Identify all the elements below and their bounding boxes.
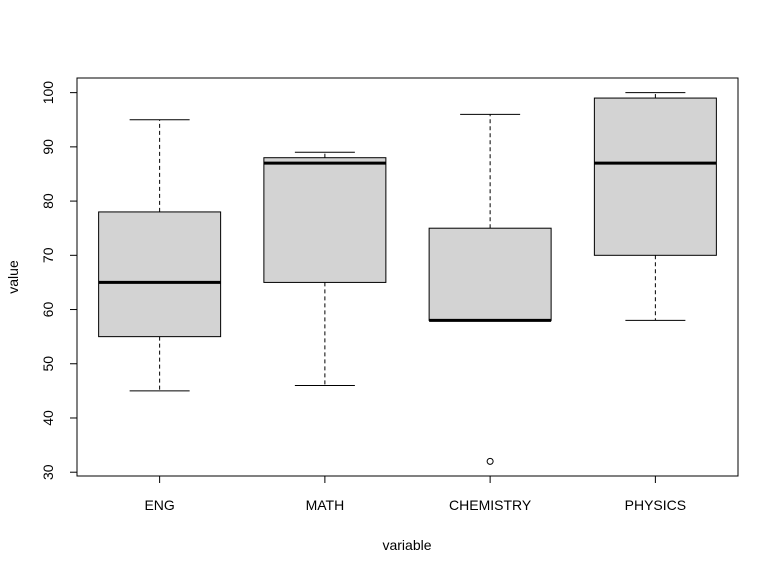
- x-tick-label: PHYSICS: [625, 497, 686, 513]
- x-tick-label: MATH: [306, 497, 345, 513]
- y-tick-label: 50: [40, 356, 56, 372]
- y-tick-label: 80: [40, 193, 56, 209]
- y-tick-label: 30: [40, 464, 56, 480]
- outlier-point: [486, 457, 494, 465]
- x-tick-label: ENG: [144, 497, 174, 513]
- y-axis: 30 40 50 60 70 80 90 100: [40, 81, 78, 480]
- y-tick-label: 60: [40, 302, 56, 318]
- box-group-math: [263, 151, 387, 386]
- y-axis-label: value: [5, 260, 21, 294]
- y-tick-label: 70: [40, 247, 56, 263]
- y-tick-label: 90: [40, 139, 56, 155]
- box-iqr: [263, 157, 387, 283]
- y-tick-label: 40: [40, 410, 56, 426]
- x-axis-label: variable: [382, 537, 431, 553]
- box-group-eng: [98, 119, 222, 392]
- box-iqr: [593, 97, 717, 256]
- box-iqr: [428, 227, 552, 321]
- x-tick-label: CHEMISTRY: [449, 497, 532, 513]
- box-group-physics: [593, 92, 717, 321]
- box-group-chemistry: [428, 113, 552, 465]
- box-iqr: [98, 211, 222, 338]
- y-tick-label: 100: [40, 81, 56, 105]
- boxes-layer: [98, 92, 717, 465]
- x-axis: ENG MATH CHEMISTRY PHYSICS: [144, 475, 686, 513]
